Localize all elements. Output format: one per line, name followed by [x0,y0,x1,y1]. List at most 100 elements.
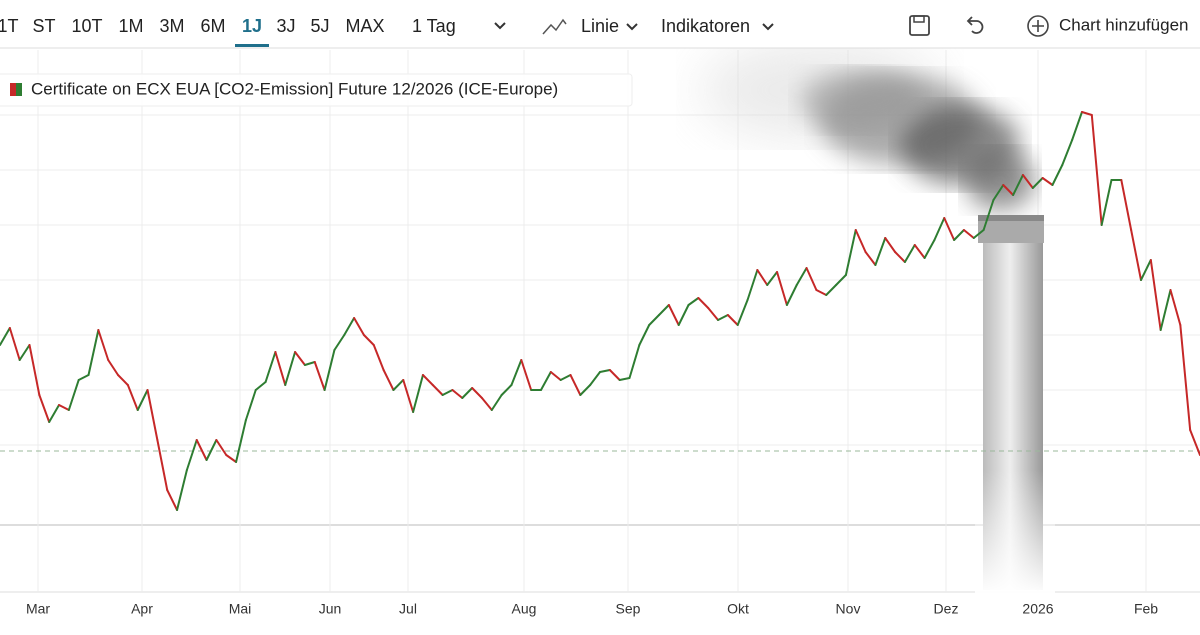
line-segment [1149,259,1162,331]
line-segment [117,374,129,386]
line-segment [844,229,857,276]
line-segment [431,384,444,396]
line-segment [1041,177,1054,186]
line-segment [785,284,798,306]
line-segment [1071,111,1083,141]
line-segment [1012,174,1024,196]
line-segment [1179,324,1192,431]
range-button[interactable]: 3M [159,16,184,36]
line-segment [667,304,680,326]
interval-select[interactable]: 1 Tag [412,16,456,36]
line-segment [539,371,552,391]
line-segment [608,369,621,381]
line-segment [136,389,149,411]
line-segment [589,371,601,386]
range-button[interactable]: 5J [310,16,329,36]
line-segment [962,229,975,239]
line-segment [480,397,493,411]
line-segment [599,369,611,373]
line-segment [569,374,582,396]
line-segment [864,251,877,266]
line-segment [146,389,159,441]
active-underline [235,44,269,47]
line-segment [156,439,169,491]
line-segment [736,299,749,326]
line-segment [402,379,415,413]
chart-style-select[interactable]: Linie [581,16,619,36]
line-segment [707,307,720,321]
line-segment [77,374,90,381]
undo-icon[interactable] [966,16,984,34]
line-segment [333,334,346,351]
range-button[interactable]: 1T [0,16,19,36]
line-segment [992,184,1005,201]
range-button[interactable]: 6M [200,16,225,36]
chevron [494,22,506,30]
line-segment [1130,229,1142,281]
line-segment [776,271,788,306]
line-segment [618,377,631,381]
line-segment [1051,164,1064,186]
line-segment [97,329,110,361]
x-tick-label: Mar [26,601,50,617]
indicators-select[interactable]: Indikatoren [661,16,750,36]
line-segment [166,489,179,511]
save-icon[interactable] [909,15,930,36]
line-segment [284,351,297,386]
legend-box [0,73,633,107]
range-button[interactable]: 10T [71,16,102,36]
line-segment [805,267,818,291]
line-segment [451,389,464,399]
line-segment [18,344,31,361]
range-button[interactable]: MAX [345,16,384,36]
line-segment [225,454,238,463]
x-tick-label: Sep [616,601,641,617]
x-tick-label: Okt [727,601,749,617]
chimney [975,215,1055,595]
add-icon[interactable] [1027,15,1049,37]
range-button[interactable]: 1M [118,16,143,36]
line-icon [542,18,567,35]
line-segment [638,324,651,346]
legend-swatch [16,83,22,96]
x-tick-label: Mai [229,601,252,617]
line-segment [58,404,70,411]
line-segment [461,387,474,399]
line-segment [343,317,356,336]
legend-label: Certificate on ECX EUA [CO2-Emission] Fu… [31,79,558,98]
x-tick-label: Dez [934,601,959,617]
line-segment [107,359,120,376]
line-segment [353,317,365,336]
plot [0,111,1200,511]
range-button[interactable]: 3J [276,16,295,36]
line-segment [372,344,385,371]
range-button[interactable]: 1J [242,16,262,36]
toolbar [0,0,1200,48]
x-tick-label: Apr [131,601,153,617]
line-segment [697,297,710,309]
line-segment [313,361,326,391]
line-segment [254,381,267,391]
line-segment [274,351,287,386]
line-segment [717,314,729,321]
line-segment [894,251,906,263]
line-segment [205,439,218,461]
add-chart-button[interactable]: Chart hinzufügen [1059,15,1188,34]
line-segment [1080,111,1093,116]
line-segment [500,384,513,396]
x-tick-label: Nov [836,601,861,617]
line-segment [982,199,995,231]
line-segment [8,327,21,361]
line-segment [126,384,139,411]
line-segment [67,379,80,411]
x-tick-label: Feb [1134,601,1158,617]
line-segment [1100,179,1113,226]
range-button[interactable]: ST [32,16,55,36]
line-segment [176,469,188,511]
line-segment [1169,289,1182,326]
line-segment [766,271,779,286]
line-segment [884,237,897,253]
x-tick-label: Jul [399,601,417,617]
chevron [626,23,638,31]
